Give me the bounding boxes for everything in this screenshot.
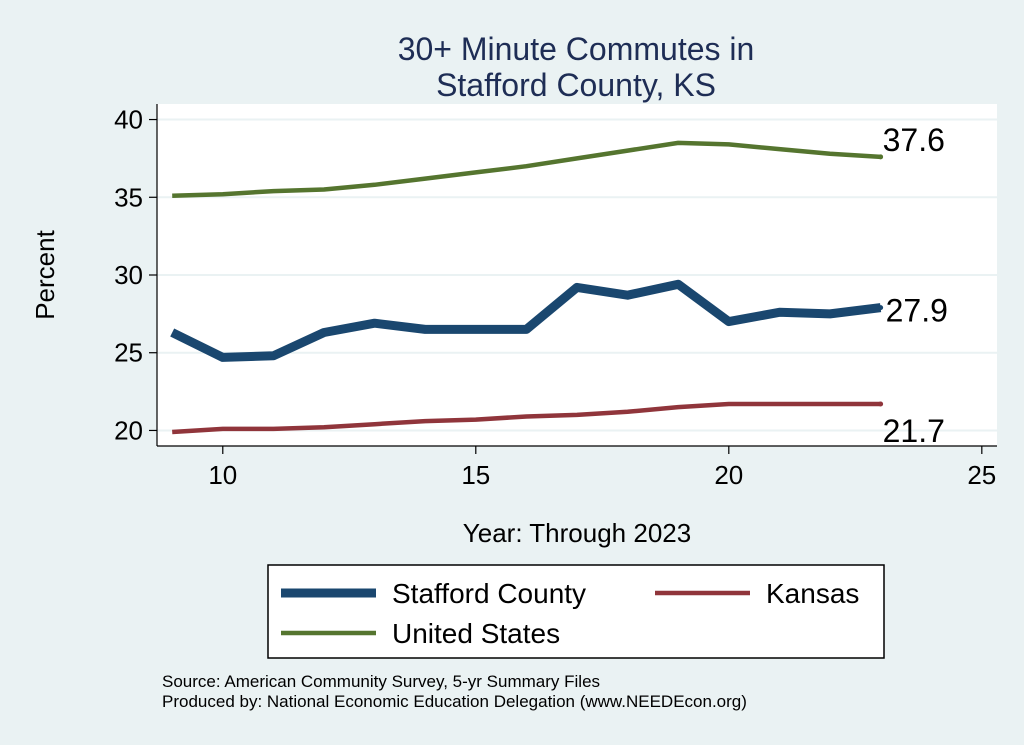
grid	[157, 118, 997, 432]
source-line: Source: American Community Survey, 5-yr …	[162, 672, 600, 691]
y-axis-label: Percent	[30, 229, 60, 319]
end-labels: 27.9 21.7 37.6	[883, 122, 948, 449]
y-tick-label: 35	[114, 182, 143, 212]
series-end-label-0: 27.9	[886, 293, 948, 329]
series-end-marker-0	[878, 305, 884, 311]
y-tick-label: 40	[114, 105, 143, 135]
y-tick-label: 25	[114, 338, 143, 368]
x-tick-label: 20	[714, 460, 743, 490]
series-end-marker-2	[878, 154, 884, 160]
legend	[267, 564, 885, 659]
x-axis: 10 15 20 25	[157, 445, 997, 490]
y-tick-label: 30	[114, 260, 143, 290]
series-end-label-1: 21.7	[883, 413, 945, 449]
series-lines	[170, 140, 884, 435]
y-axis: 20 25 30 35 40	[114, 104, 158, 446]
legend-label-2: United States	[392, 618, 560, 649]
y-tick-label: 20	[114, 415, 143, 445]
x-axis-label: Year: Through 2023	[463, 518, 691, 548]
series-line-1	[172, 401, 881, 435]
series-end-marker-1	[878, 401, 884, 407]
series-line-2	[172, 140, 881, 198]
x-tick-label: 25	[967, 460, 996, 490]
x-tick-label: 15	[461, 460, 490, 490]
chart-title-line-1: 30+ Minute Commutes in	[398, 31, 755, 67]
x-tick-label: 10	[208, 460, 237, 490]
series-line-0	[170, 279, 882, 362]
produced-by-line: Produced by: National Economic Education…	[162, 692, 747, 711]
chart-title-line-2: Stafford County, KS	[436, 67, 716, 103]
legend-label-1: Kansas	[766, 578, 859, 609]
legend-items: Stafford County Kansas United States	[281, 578, 859, 649]
series-end-label-2: 37.6	[883, 122, 945, 158]
legend-label-0: Stafford County	[392, 578, 586, 609]
